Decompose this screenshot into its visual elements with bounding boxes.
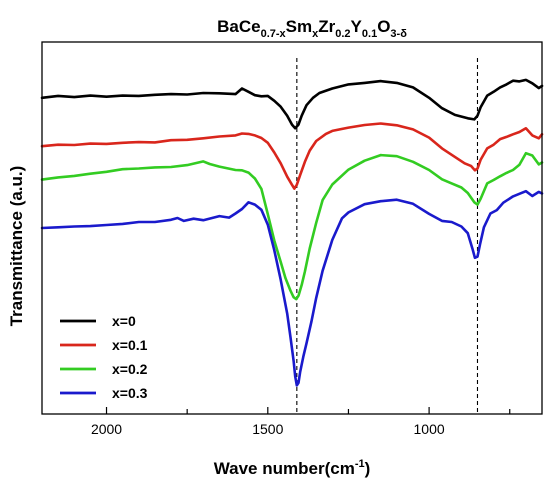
y-axis-label: Transmittance (a.u.) [7,166,26,327]
legend-label: x=0.2 [112,361,148,377]
series-line-2 [40,151,544,301]
x-tick-label: 1000 [414,421,445,437]
chart-title-part: 3-δ [390,28,407,40]
x-axis-label-base: Wave number(cm [214,459,355,478]
legend-label: x=0 [112,313,136,329]
chart-title-part: O [377,17,390,36]
chart-title-part: Sm [286,17,312,36]
legend-label: x=0.1 [112,337,148,353]
series-line-0 [40,78,544,130]
plot-frame [41,41,543,415]
legend: x=0 x=0.1 x=0.2 x=0.3 [60,313,148,401]
series-line-1 [40,122,544,190]
x-axis-label: Wave number(cm-1) [214,458,371,478]
chart-title-part: 0.1 [362,28,377,40]
chart-title-part: 0.2 [335,28,350,40]
legend-label: x=0.3 [112,385,148,401]
chart-title-part: x [312,28,319,40]
x-tick-label: 1500 [252,421,283,437]
series-lines [40,78,544,387]
chart-title-part: Zr [318,17,335,36]
x-tick-label: 2000 [91,421,122,437]
chart-title-part: BaCe [217,17,260,36]
x-axis: 2000 1500 1000 [91,407,511,437]
chart-title: BaCe0.7-xSmxZr0.2Y0.1O3-δ [217,17,407,40]
x-axis-label-close: ) [365,459,371,478]
x-axis-label-sup: -1 [355,458,365,470]
chart-title-part: 0.7-x [261,28,287,40]
chart-title-part: Y [351,17,363,36]
series-line-3 [40,189,544,387]
